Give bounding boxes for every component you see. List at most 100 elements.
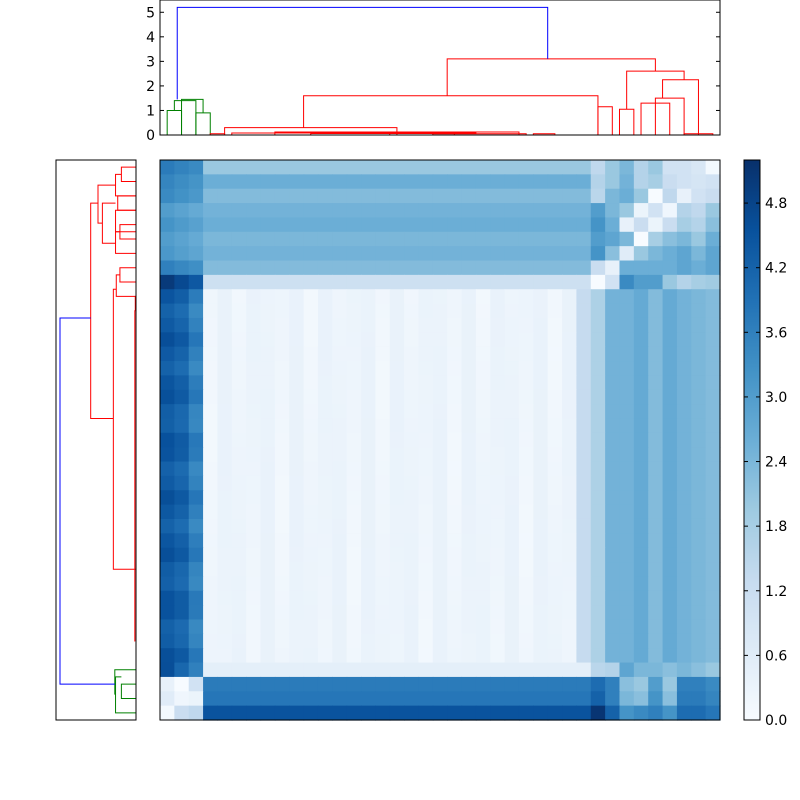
heatmap-cell (648, 705, 664, 721)
heatmap-cell (432, 188, 448, 204)
heatmap-cell (432, 231, 448, 247)
heatmap-cell (676, 461, 692, 477)
heatmap-cell (246, 475, 262, 491)
heatmap-cell (375, 432, 391, 448)
heatmap-cell (217, 648, 233, 664)
heatmap-cell (504, 590, 520, 606)
heatmap-cell (705, 691, 721, 707)
heatmap-cell (518, 562, 534, 578)
heatmap-cell (404, 418, 420, 434)
heatmap-cell (533, 648, 549, 664)
heatmap-cell (246, 676, 262, 692)
heatmap-cell (375, 633, 391, 649)
heatmap-cell (475, 605, 491, 621)
heatmap-cell (648, 676, 664, 692)
heatmap-cell (662, 174, 678, 190)
heatmap-cell (389, 361, 405, 376)
heatmap-cell (461, 518, 477, 534)
top-dendrogram-tick-label: 5 (146, 5, 155, 21)
heatmap-cell (475, 676, 491, 692)
heatmap-cell (332, 533, 348, 549)
heatmap-cell (490, 361, 506, 376)
heatmap-cell (260, 447, 276, 463)
heatmap-cell (389, 289, 405, 305)
heatmap-cell (504, 576, 520, 592)
heatmap-cell (432, 289, 448, 305)
heatmap-cell (274, 447, 290, 463)
heatmap-cell (346, 533, 362, 549)
heatmap-cell (361, 676, 376, 692)
heatmap-cell (518, 676, 534, 692)
heatmap-cell (576, 648, 592, 664)
heatmap-cell (174, 260, 190, 276)
heatmap-cell (260, 174, 276, 190)
heatmap-cell (246, 260, 262, 276)
heatmap-cell (260, 317, 276, 333)
heatmap-cell (203, 188, 219, 204)
heatmap-cell (461, 389, 477, 405)
heatmap-cell (389, 389, 405, 405)
heatmap-cell (662, 475, 678, 491)
heatmap-cell (461, 188, 477, 204)
heatmap-cell (562, 188, 578, 204)
heatmap-cell (518, 432, 534, 448)
heatmap-cell (404, 160, 420, 175)
heatmap-cell (174, 289, 190, 305)
heatmap-cell (303, 274, 319, 290)
heatmap-cell (346, 576, 362, 592)
heatmap-cell (705, 188, 721, 204)
heatmap-cell (676, 619, 692, 635)
heatmap-cell (676, 504, 692, 520)
heatmap-cell (504, 605, 520, 621)
heatmap-cell (375, 274, 391, 290)
heatmap-cell (389, 203, 405, 219)
heatmap-cell (705, 576, 721, 592)
heatmap-cell (705, 676, 721, 692)
heatmap-cell (619, 547, 635, 563)
heatmap-cell (590, 160, 606, 175)
heatmap-cell (475, 203, 491, 219)
heatmap-cell (691, 332, 707, 348)
heatmap-cell (490, 332, 506, 348)
heatmap-cell (174, 676, 190, 692)
heatmap-cell (705, 590, 721, 606)
heatmap-cell (432, 691, 448, 707)
heatmap-cell (217, 203, 233, 219)
heatmap-cell (590, 246, 606, 262)
heatmap-cell (375, 518, 391, 534)
heatmap-cell (633, 317, 649, 333)
heatmap-cell (274, 619, 290, 635)
heatmap-cell (317, 361, 333, 376)
heatmap-cell (361, 160, 376, 175)
heatmap-cell (705, 346, 721, 362)
heatmap-cell (160, 217, 175, 233)
heatmap-cell (231, 375, 247, 391)
heatmap-cell (619, 260, 635, 276)
heatmap-cell (361, 605, 376, 621)
heatmap-cell (605, 174, 621, 190)
heatmap-cell (246, 504, 262, 520)
heatmap-cell (203, 533, 219, 549)
heatmap-cell (518, 662, 534, 678)
heatmap-cell (188, 217, 204, 233)
left-dendrogram-link (97, 184, 116, 224)
heatmap-cell (518, 389, 534, 405)
heatmap-cell (547, 317, 563, 333)
heatmap-cell (203, 418, 219, 434)
heatmap-cell (404, 404, 420, 420)
heatmap-cell (246, 274, 262, 290)
heatmap-cell (633, 533, 649, 549)
heatmap-cell (518, 332, 534, 348)
heatmap-cell (518, 361, 534, 376)
heatmap-cell (533, 303, 549, 319)
heatmap-cell (619, 246, 635, 262)
heatmap-cell (605, 246, 621, 262)
heatmap-cell (562, 504, 578, 520)
heatmap-cell (490, 246, 506, 262)
heatmap-cell (361, 346, 376, 362)
heatmap-cell (475, 490, 491, 506)
heatmap-cell (461, 317, 477, 333)
heatmap-cell (361, 174, 376, 190)
heatmap-cell (547, 346, 563, 362)
heatmap-cell (533, 619, 549, 635)
